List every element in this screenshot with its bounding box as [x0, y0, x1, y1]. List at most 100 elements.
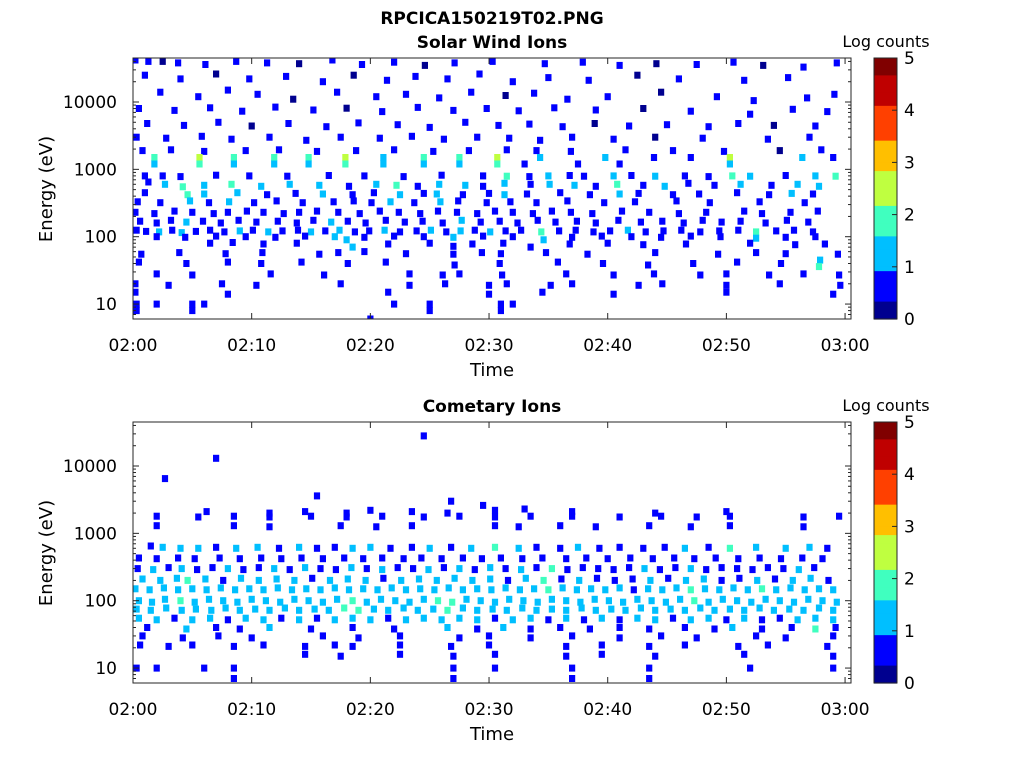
heatmap-cell [177, 597, 184, 605]
heatmap-cell [412, 72, 419, 80]
heatmap-cell [396, 632, 404, 640]
y-tick-label: 100 [85, 228, 117, 248]
heatmap-cell [151, 154, 158, 161]
heatmap-cell [224, 86, 231, 94]
heatmap-cell [602, 586, 609, 594]
colorbar-tick-label: 3 [904, 517, 915, 537]
heatmap-cell [817, 256, 824, 264]
heatmap-cell [480, 172, 487, 180]
heatmap-cell [700, 575, 707, 583]
heatmap-cell [541, 60, 548, 68]
heatmap-cell [418, 554, 425, 562]
heatmap-cell [337, 652, 344, 660]
heatmap-cell [228, 180, 235, 188]
heatmap-cell [230, 522, 237, 530]
heatmap-cell [133, 226, 140, 234]
heatmap-cell [504, 576, 512, 584]
heatmap-cell [483, 199, 490, 207]
heatmap-cell [641, 565, 648, 573]
heatmap-cell [648, 597, 655, 605]
heatmap-cell [376, 207, 383, 215]
heatmap-cell [292, 189, 299, 197]
heatmap-cell [645, 585, 652, 593]
heatmap-cell [815, 263, 823, 271]
colorbar-segment [874, 284, 897, 290]
heatmap-cell [236, 606, 243, 614]
heatmap-cell [527, 180, 534, 188]
heatmap-cell [215, 632, 222, 640]
heatmap-cell [735, 642, 742, 650]
heatmap-cell [157, 88, 164, 96]
heatmap-cell [281, 604, 288, 612]
colorbar-tick-label: 5 [904, 413, 915, 433]
heatmap-cell [296, 208, 303, 216]
colorbar-cometary: 0 1 2 3 4 5 [873, 413, 915, 694]
colorbar-segment [874, 158, 897, 163]
heatmap-cell [361, 248, 368, 256]
heatmap-cell [687, 616, 694, 624]
heatmap-cell [770, 121, 777, 129]
heatmap-cell [233, 58, 240, 65]
heatmap-cell [421, 61, 428, 69]
heatmap-cell [652, 249, 659, 257]
heatmap-cell [646, 522, 653, 530]
heatmap-cell [153, 233, 160, 241]
heatmap-cell [302, 650, 309, 658]
heatmap-cell [296, 543, 303, 551]
heatmap-cell [313, 207, 321, 215]
heatmap-cell [713, 93, 720, 101]
heatmap-cell [303, 136, 310, 144]
heatmap-cell [178, 229, 185, 237]
colorbar-segment [874, 678, 897, 684]
colorbar-segment [874, 613, 897, 619]
heatmap-cell [275, 146, 283, 154]
heatmap-cell [133, 133, 140, 141]
heatmap-cell [705, 614, 712, 622]
heatmap-cell [610, 135, 617, 143]
heatmap-cell [465, 147, 472, 155]
heatmap-cell [805, 218, 812, 226]
heatmap-cell [703, 566, 710, 574]
heatmap-cell [153, 664, 160, 672]
heatmap-cell [201, 664, 208, 672]
heatmap-cell [537, 136, 544, 144]
heatmap-cell [302, 232, 309, 240]
colorbar-segment [874, 639, 897, 645]
heatmap-cell [355, 634, 362, 642]
heatmap-cell [554, 258, 561, 266]
colorbar-segment [874, 131, 897, 137]
heatmap-cell [331, 616, 338, 624]
heatmap-cell [499, 271, 506, 279]
colorbar-segment [874, 669, 897, 675]
heatmap-cell [279, 227, 286, 235]
heatmap-cell [729, 172, 736, 180]
heatmap-cell [836, 271, 843, 279]
heatmap-cell [317, 586, 324, 594]
heatmap-cell [366, 227, 373, 235]
heatmap-cell [497, 554, 504, 562]
heatmap-cell [616, 190, 623, 198]
colorbar-segment [874, 101, 897, 107]
heatmap-cell [226, 198, 233, 206]
heatmap-cell [355, 119, 362, 127]
heatmap-cell [598, 650, 605, 658]
heatmap-cell [477, 597, 484, 605]
heatmap-cell [491, 522, 499, 530]
heatmap-cell [431, 586, 438, 594]
heatmap-cell [509, 78, 516, 86]
heatmap-cell [156, 228, 163, 236]
colorbar-segment [874, 175, 897, 181]
heatmap-cell [523, 190, 531, 198]
heatmap-cell [167, 216, 175, 224]
y-label-cometary: Energy (eV) [36, 500, 57, 606]
heatmap-cell [547, 281, 554, 289]
heatmap-cell [812, 614, 819, 622]
heatmap-cell [393, 181, 400, 189]
heatmap-cell [598, 641, 605, 649]
heatmap-cell [792, 241, 799, 249]
heatmap-cell [379, 108, 386, 116]
colorbar-segment [874, 635, 897, 641]
heatmap-cell [533, 199, 540, 207]
x-tick-label: 02:20 [346, 700, 395, 720]
heatmap-cell [758, 585, 766, 593]
